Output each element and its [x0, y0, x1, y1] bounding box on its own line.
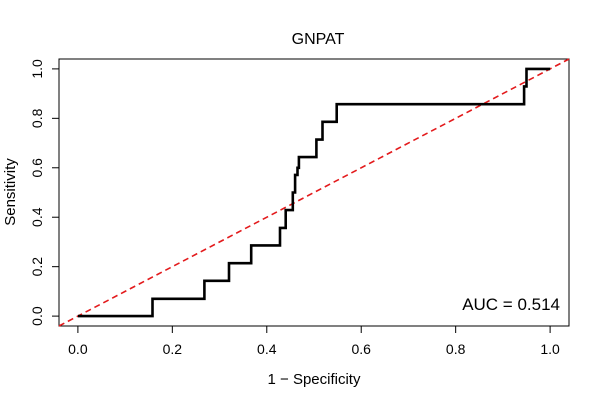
y-axis: 0.0 0.2 0.4 0.6 0.8 1.0 [29, 59, 60, 326]
y-axis-label: Sensitivity [2, 158, 19, 226]
x-tick-label: 0.4 [257, 341, 277, 357]
reference-diagonal-line [58, 58, 570, 327]
x-tick-label: 0.2 [163, 341, 183, 357]
y-tick-label: 0.0 [29, 306, 45, 326]
plot-frame [58, 58, 570, 327]
x-tick-label: 0.0 [68, 341, 88, 357]
y-tick-label: 0.2 [29, 257, 45, 277]
y-tick-label: 0.6 [29, 158, 45, 178]
y-tick-label: 0.8 [29, 108, 45, 128]
y-tick-label: 1.0 [29, 59, 45, 79]
x-tick-label: 0.8 [446, 341, 466, 357]
x-tick-label: 0.6 [351, 341, 371, 357]
x-tick-label: 1.0 [540, 341, 560, 357]
x-axis: 0.0 0.2 0.4 0.6 0.8 1.0 [68, 325, 560, 357]
y-tick-label: 0.4 [29, 207, 45, 227]
roc-curve-line [77, 67, 551, 318]
x-axis-label: 1 − Specificity [268, 371, 361, 388]
auc-annotation: AUC = 0.514 [462, 295, 560, 314]
chart-title: GNPAT [292, 31, 345, 48]
series-layer [58, 58, 570, 327]
